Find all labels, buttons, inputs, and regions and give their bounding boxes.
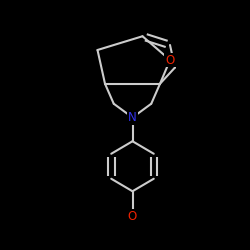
Text: O: O: [166, 54, 174, 66]
Text: O: O: [128, 210, 137, 223]
Text: N: N: [128, 111, 137, 124]
